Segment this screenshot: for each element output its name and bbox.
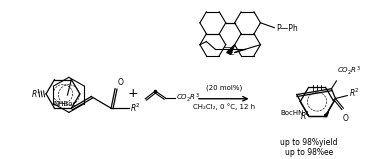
Text: $R^2$: $R^2$: [130, 102, 141, 114]
Bar: [214, 31, 293, 79]
Text: $CO_2R^3$: $CO_2R^3$: [176, 92, 200, 104]
Text: NHBoc: NHBoc: [54, 101, 77, 107]
Text: BocHN: BocHN: [280, 110, 304, 116]
Text: (20 mol%): (20 mol%): [206, 84, 242, 91]
Polygon shape: [227, 45, 235, 54]
Text: $CO_2R^3$: $CO_2R^3$: [338, 65, 361, 77]
Text: $R^1$: $R^1$: [31, 88, 42, 100]
Text: $R^2$: $R^2$: [349, 86, 360, 99]
Text: P—Ph: P—Ph: [276, 24, 298, 33]
Text: O: O: [342, 114, 348, 123]
Text: up to 98%yield: up to 98%yield: [280, 138, 338, 147]
Text: O: O: [118, 78, 124, 87]
Text: +: +: [128, 87, 139, 100]
Polygon shape: [324, 112, 328, 117]
Text: up to 98%ee: up to 98%ee: [285, 148, 333, 157]
Text: CH₂Cl₂, 0 °C, 12 h: CH₂Cl₂, 0 °C, 12 h: [193, 104, 255, 110]
Text: $R^1$: $R^1$: [300, 109, 311, 122]
